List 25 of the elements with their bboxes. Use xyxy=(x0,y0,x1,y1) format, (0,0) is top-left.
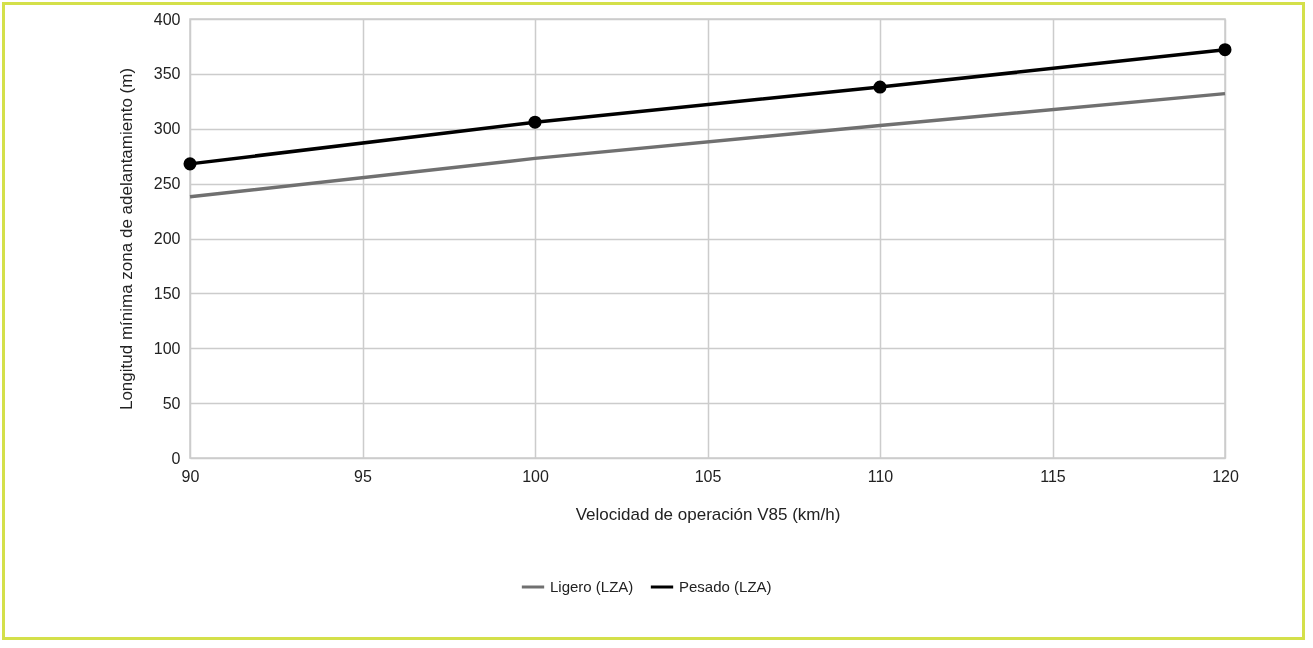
y-tick-label: 0 xyxy=(171,449,181,467)
x-tick-label: 120 xyxy=(1212,467,1239,485)
line-series xyxy=(188,91,1227,199)
point xyxy=(183,157,197,171)
y-tick-label: 300 xyxy=(153,120,181,138)
x-axis-title: Velocidad de operación V85 (km/h) xyxy=(575,504,841,524)
y-axis-title: Longitud mínima zona de adelantamiento (m) xyxy=(116,67,136,411)
x-tick-label: 110 xyxy=(867,467,894,485)
y-tick-label: 200 xyxy=(153,230,181,247)
y-tick-label: 50 xyxy=(162,394,181,412)
y-tick-label: 250 xyxy=(153,175,181,193)
x-tick-label: 100 xyxy=(522,467,549,485)
point xyxy=(528,115,542,129)
y-tick-label: 100 xyxy=(153,339,181,357)
y-tick-label: 350 xyxy=(153,65,181,83)
y-tick-label: 150 xyxy=(153,284,181,302)
legend-label: Ligero (LZA) xyxy=(550,578,634,595)
x-tick-label: 105 xyxy=(694,467,722,485)
x-tick-label: 90 xyxy=(181,467,200,485)
x-tick-label: 95 xyxy=(354,467,372,485)
y-tick-label: 400 xyxy=(153,10,181,28)
point xyxy=(873,80,887,94)
point xyxy=(1218,43,1232,57)
x-tick-label: 115 xyxy=(1040,467,1066,485)
legend-label: Pesado (LZA) xyxy=(679,578,772,595)
